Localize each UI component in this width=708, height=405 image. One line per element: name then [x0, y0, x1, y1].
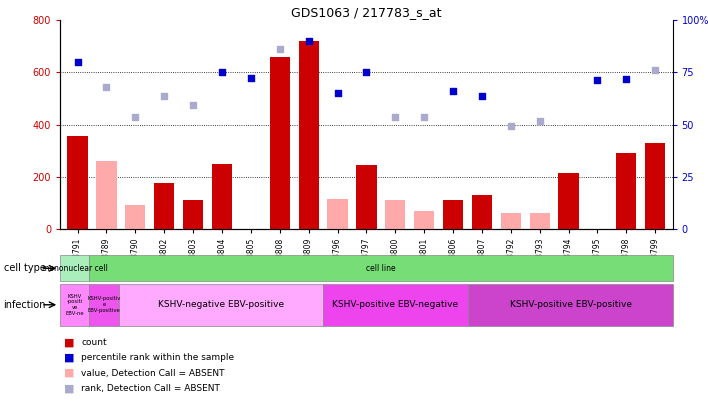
Point — [476, 93, 488, 99]
Point — [245, 75, 256, 81]
Bar — [616, 153, 636, 229]
Point — [130, 113, 141, 120]
Text: percentile rank within the sample: percentile rank within the sample — [81, 353, 234, 362]
Bar — [96, 161, 117, 229]
Text: ■: ■ — [64, 337, 74, 347]
Text: mononuclear cell: mononuclear cell — [42, 264, 108, 273]
Text: KSHV-positiv
e
EBV-positive: KSHV-positiv e EBV-positive — [87, 296, 120, 313]
Bar — [270, 57, 290, 229]
Bar — [323, 284, 469, 326]
Bar — [645, 143, 666, 229]
Bar — [559, 173, 578, 229]
Point — [159, 93, 170, 99]
Text: value, Detection Call = ABSENT: value, Detection Call = ABSENT — [81, 369, 225, 377]
Point — [650, 66, 661, 73]
Bar — [183, 200, 203, 229]
Point — [303, 38, 314, 44]
Bar — [327, 199, 348, 229]
Bar — [472, 195, 492, 229]
Point — [389, 113, 401, 120]
Bar — [125, 205, 145, 229]
Bar — [89, 284, 118, 326]
Bar — [469, 284, 673, 326]
Point — [216, 69, 227, 76]
Bar — [356, 165, 377, 229]
Text: ■: ■ — [64, 384, 74, 393]
Bar — [118, 284, 323, 326]
Point — [101, 83, 112, 90]
Text: infection: infection — [4, 300, 46, 310]
Text: rank, Detection Call = ABSENT: rank, Detection Call = ABSENT — [81, 384, 220, 393]
Point — [418, 113, 430, 120]
Bar — [530, 213, 550, 229]
Text: KSHV
-positi
ve
EBV-ne: KSHV -positi ve EBV-ne — [65, 294, 84, 316]
Point — [447, 87, 459, 94]
Bar — [212, 164, 232, 229]
Bar — [60, 284, 89, 326]
Bar — [60, 255, 89, 281]
Bar — [414, 211, 434, 229]
Text: KSHV-positive EBV-positive: KSHV-positive EBV-positive — [510, 300, 632, 309]
Text: ■: ■ — [64, 368, 74, 378]
Bar — [299, 41, 319, 229]
Bar — [443, 200, 463, 229]
Title: GDS1063 / 217783_s_at: GDS1063 / 217783_s_at — [291, 6, 442, 19]
Point — [360, 69, 372, 76]
Bar — [501, 213, 521, 229]
Point — [188, 102, 199, 108]
Point — [534, 117, 545, 124]
Point — [621, 76, 632, 82]
Bar — [154, 183, 174, 229]
Point — [274, 46, 285, 52]
Text: KSHV-positive EBV-negative: KSHV-positive EBV-negative — [333, 300, 459, 309]
Text: ■: ■ — [64, 353, 74, 362]
Bar — [385, 200, 406, 229]
Bar — [67, 136, 88, 229]
Point — [72, 59, 83, 65]
Text: KSHV-negative EBV-positive: KSHV-negative EBV-positive — [157, 300, 284, 309]
Text: cell line: cell line — [366, 264, 396, 273]
Point — [332, 90, 343, 96]
Point — [592, 77, 603, 83]
Point — [506, 123, 517, 129]
Text: cell type: cell type — [4, 263, 45, 273]
Text: count: count — [81, 338, 107, 347]
